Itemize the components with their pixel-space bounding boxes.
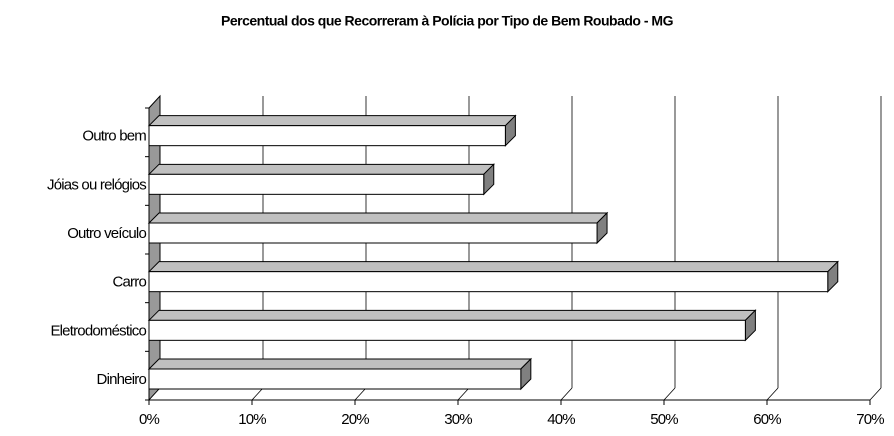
floor-line	[766, 387, 779, 401]
floor-line	[457, 387, 470, 401]
floor-line	[663, 387, 676, 401]
x-tick-label: 20%	[341, 411, 369, 428]
y-tick-label: Dinheiro	[97, 371, 147, 388]
y-tick-label: Outro bem	[82, 128, 146, 145]
bar-top	[147, 358, 533, 370]
x-tick-label: 50%	[650, 411, 678, 428]
floor-line	[560, 387, 573, 401]
y-tick-label: Outro veículo	[67, 225, 146, 242]
y-tick-label: Eletrodoméstico	[50, 322, 146, 339]
x-tick-label: 30%	[444, 411, 472, 428]
x-tick-label: 40%	[547, 411, 575, 428]
bar	[148, 173, 485, 195]
x-tick-label: 0%	[139, 411, 160, 428]
bar-top	[147, 115, 517, 127]
floor-line	[354, 387, 367, 401]
bar	[148, 271, 829, 293]
x-tick-label: 10%	[238, 411, 266, 428]
bar-top	[147, 309, 757, 321]
bar	[148, 222, 598, 244]
y-tick-label: Jóias ou relógios	[47, 176, 146, 193]
bar-top	[147, 261, 839, 273]
y-tick-label: Carro	[112, 274, 146, 291]
bar	[148, 368, 522, 390]
floor-line	[251, 387, 264, 401]
chart-title: Percentual dos que Recorreram à Polícia …	[221, 13, 674, 29]
bar-top	[147, 163, 495, 175]
floor-line	[869, 387, 882, 401]
bar	[148, 319, 746, 341]
bar-top	[147, 212, 609, 224]
x-tick-label: 60%	[753, 411, 781, 428]
floor	[149, 388, 881, 400]
floor-line	[148, 387, 161, 401]
bar	[148, 125, 506, 147]
x-tick-label: 70%	[856, 411, 884, 428]
